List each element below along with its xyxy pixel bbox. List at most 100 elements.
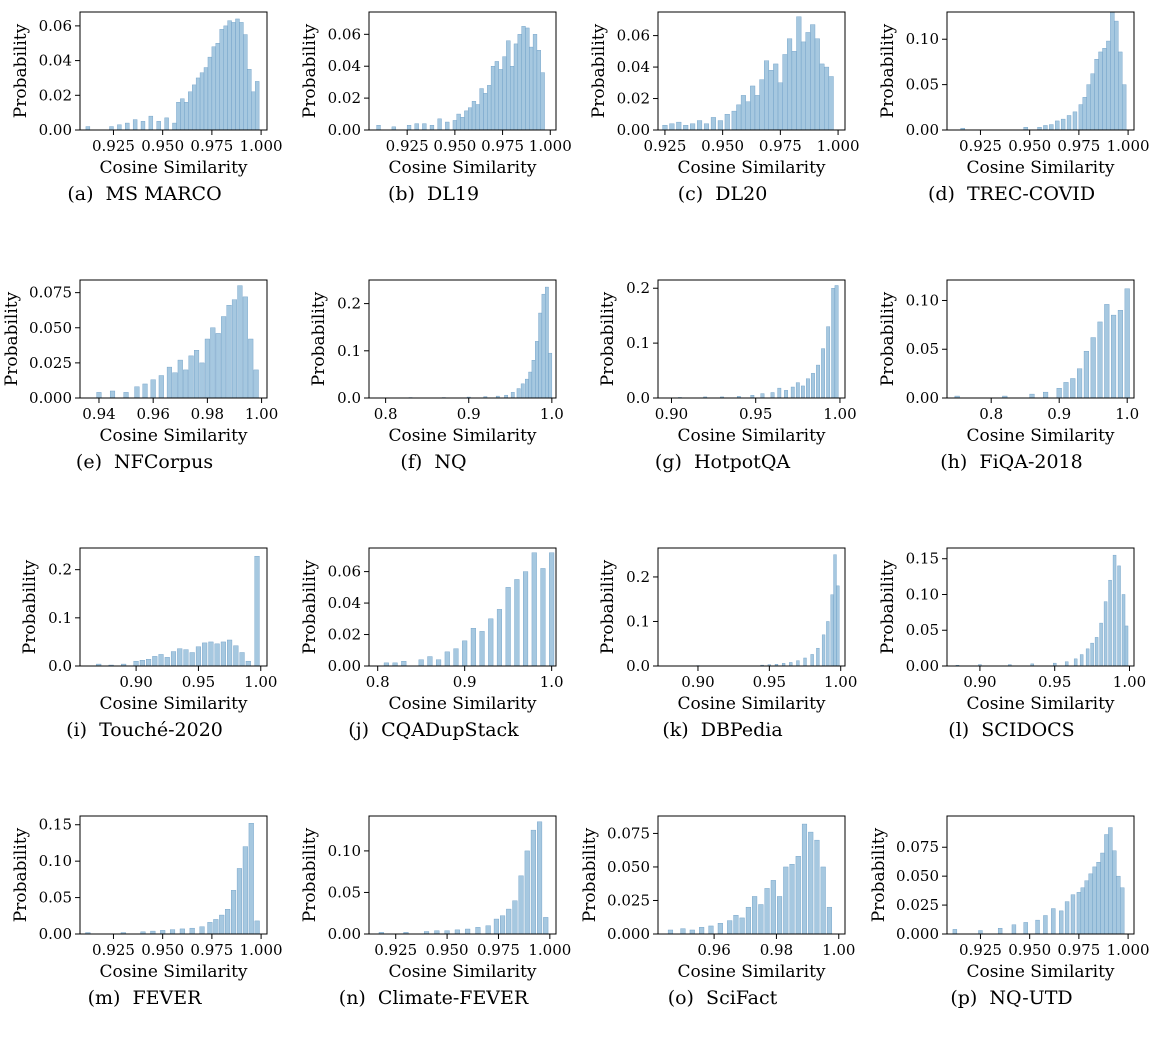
y-tick-label: 0.06: [39, 17, 72, 35]
bar-n-14: [525, 851, 530, 934]
bar-b-0: [377, 125, 381, 130]
bar-m-12: [225, 909, 230, 934]
x-tick-label: 0.975: [759, 137, 802, 155]
bar-c-19: [773, 64, 778, 130]
bar-d-16: [1106, 41, 1110, 130]
y-axis-label: Probability: [589, 23, 609, 118]
bar-b-24: [514, 44, 518, 130]
bar-b-23: [510, 66, 514, 130]
x-tick-label: 0.975: [477, 941, 520, 959]
bar-f-6: [511, 392, 514, 398]
bar-f-13: [539, 313, 542, 398]
y-axis-label: Probability: [598, 291, 618, 386]
bar-j-18: [549, 553, 554, 666]
bar-n-17: [543, 917, 548, 934]
y-tick-label: 0.00: [906, 657, 939, 675]
x-axis-label: Cosine Similarity: [388, 962, 536, 982]
bar-a-19: [212, 47, 216, 130]
bar-a-1: [110, 127, 114, 130]
bar-c-15: [755, 95, 760, 130]
bar-c-18: [769, 70, 774, 130]
x-tick-label: 0.950: [1008, 137, 1051, 155]
x-axis-label: Cosine Similarity: [966, 962, 1114, 982]
bar-f-8: [521, 384, 524, 398]
bar-d-11: [1087, 85, 1091, 130]
y-axis-label: Probability: [878, 23, 898, 118]
y-tick-label: 0.025: [29, 354, 72, 372]
y-tick-label: 0.000: [896, 925, 939, 943]
bar-c-20: [778, 83, 783, 130]
bar-m-17: [255, 921, 260, 934]
bar-l-15: [1118, 566, 1121, 666]
y-tick-label: 0.00: [39, 121, 72, 139]
bar-h-6: [1070, 379, 1075, 399]
x-tick-label: 0.950: [701, 137, 744, 155]
y-tick-label: 0.2: [626, 568, 650, 586]
bar-p-8: [1059, 911, 1063, 934]
bar-o-11: [759, 905, 764, 935]
bar-k-9: [816, 648, 819, 666]
y-tick-label: 0.000: [607, 925, 650, 943]
y-tick-label: 0.075: [607, 824, 650, 842]
bar-k-6: [796, 661, 799, 666]
x-axis-label: Cosine Similarity: [388, 158, 536, 178]
bar-d-15: [1103, 48, 1107, 130]
bar-c-24: [797, 17, 802, 130]
bar-o-14: [777, 896, 782, 934]
bar-h-3: [1043, 392, 1048, 398]
x-tick-label: 0.925: [92, 137, 135, 155]
y-tick-label: 0.10: [328, 842, 361, 860]
panel-caption: (h) FiQA-2018: [867, 451, 1156, 473]
x-tick-label: 0.90: [119, 673, 152, 691]
bar-a-2: [117, 125, 121, 130]
x-axis-label: Cosine Similarity: [677, 694, 825, 714]
bar-g-16: [826, 327, 829, 398]
bar-g-7: [778, 388, 781, 398]
y-tick-label: 0.2: [337, 295, 361, 313]
x-tick-label: 1.0: [540, 405, 564, 423]
bar-j-4: [428, 657, 433, 666]
bar-d-3: [1043, 125, 1047, 130]
bar-b-2: [407, 125, 411, 130]
bar-o-16: [790, 864, 795, 934]
bar-c-31: [829, 77, 834, 130]
y-axis-label: Probability: [869, 827, 889, 922]
y-tick-label: 0.10: [39, 852, 72, 870]
bar-e-18: [227, 305, 232, 398]
bar-a-27: [243, 35, 247, 130]
bar-e-21: [243, 297, 248, 398]
bar-p-6: [1043, 915, 1047, 934]
bar-m-10: [213, 919, 218, 934]
panel-caption: (n) Climate-FEVER: [289, 987, 578, 1009]
bar-a-30: [255, 81, 259, 130]
y-tick-label: 0.10: [906, 30, 939, 48]
bar-b-10: [461, 117, 465, 130]
y-axis-label: Probability: [878, 559, 898, 654]
bar-o-18: [802, 824, 807, 934]
bar-h-14: [1125, 289, 1130, 398]
x-tick-label: 1.0: [1115, 405, 1139, 423]
bar-j-16: [532, 553, 537, 666]
bar-p-14: [1089, 874, 1093, 934]
panel-caption: (l) SCIDOCS: [867, 719, 1156, 741]
y-axis-label: Probability: [580, 827, 600, 922]
x-axis-label: Cosine Similarity: [99, 694, 247, 714]
bar-e-3: [135, 387, 140, 398]
bar-d-10: [1083, 97, 1087, 130]
bar-e-1: [110, 391, 115, 398]
y-axis-label: Probability: [20, 559, 40, 654]
bar-d-18: [1114, 21, 1118, 130]
bar-o-2: [690, 930, 695, 934]
x-tick-label: 0.8: [979, 405, 1003, 423]
bar-o-0: [668, 930, 673, 934]
bar-e-16: [216, 333, 221, 398]
bar-i-14: [202, 643, 207, 666]
bar-a-21: [220, 29, 224, 130]
